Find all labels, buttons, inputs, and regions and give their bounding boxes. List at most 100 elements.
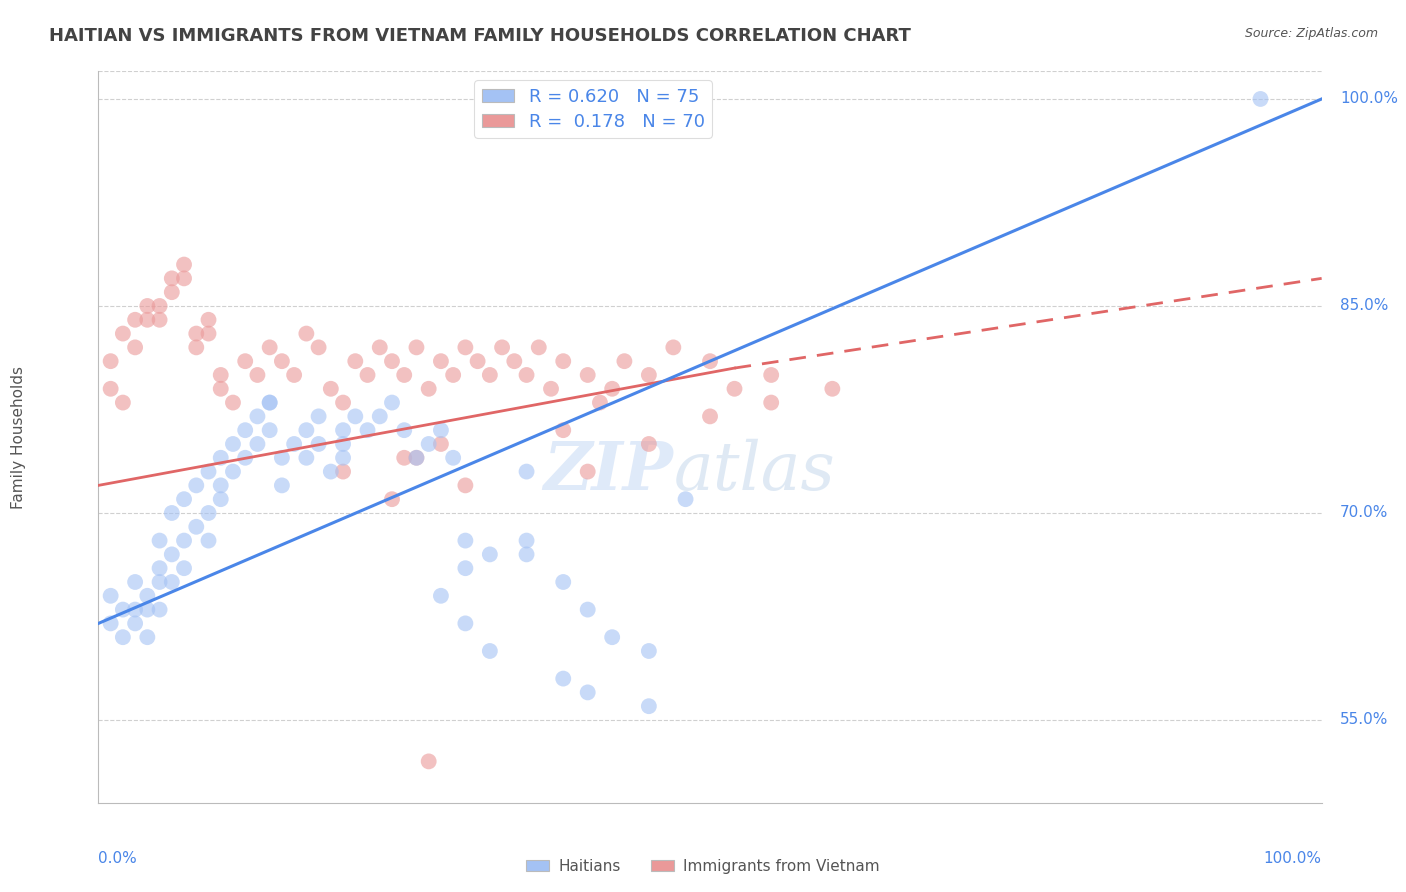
Point [100,616,122,631]
Point [295,450,318,465]
Point [600,630,623,644]
Point [136,589,159,603]
Point [527,340,550,354]
Point [111,630,134,644]
Point [430,437,453,451]
Point [111,395,134,409]
Point [344,409,367,424]
Point [160,271,183,285]
Point [308,437,330,451]
Point [662,340,685,354]
Point [209,450,232,465]
Point [111,602,134,616]
Point [478,644,501,658]
Point [136,630,159,644]
Point [637,699,661,714]
Point [356,368,378,382]
Point [454,340,477,354]
Point [197,326,219,341]
Point [160,506,183,520]
Text: ZIP: ZIP [544,439,673,504]
Point [516,368,538,382]
Point [100,382,122,396]
Point [723,382,745,396]
Point [173,533,195,548]
Point [233,423,256,437]
Point [454,561,477,575]
Point [576,602,599,616]
Point [233,354,256,368]
Point [124,340,146,354]
Point [136,602,159,616]
Point [259,395,281,409]
Point [197,533,219,548]
Point [381,354,404,368]
Point [173,561,195,575]
Text: 0.0%: 0.0% [98,851,138,866]
Point [332,450,354,465]
Point [295,423,318,437]
Point [356,423,378,437]
Text: 100.0%: 100.0% [1340,92,1398,106]
Point [430,423,453,437]
Point [553,672,575,686]
Point [576,685,599,699]
Point [136,312,159,326]
Point [259,340,281,354]
Point [259,395,281,409]
Point [637,368,661,382]
Point [160,548,183,562]
Point [222,437,245,451]
Legend: R = 0.620   N = 75, R =  0.178   N = 70: R = 0.620 N = 75, R = 0.178 N = 70 [474,80,711,138]
Point [600,382,623,396]
Point [197,465,219,479]
Point [589,395,612,409]
Point [149,533,172,548]
Point [516,533,538,548]
Point [186,520,208,534]
Point [405,340,427,354]
Point [160,285,183,300]
Point [478,368,501,382]
Point [283,368,305,382]
Point [149,602,172,616]
Point [149,574,172,589]
Point [246,437,269,451]
Point [392,368,416,382]
Point [418,437,440,451]
Point [699,354,721,368]
Text: 85.0%: 85.0% [1340,299,1388,313]
Point [173,271,195,285]
Point [430,354,453,368]
Point [308,409,330,424]
Point [516,465,538,479]
Point [392,450,416,465]
Text: Family Households: Family Households [11,366,27,508]
Text: 70.0%: 70.0% [1340,506,1388,521]
Point [332,437,354,451]
Point [761,368,783,382]
Point [637,437,661,451]
Point [430,589,453,603]
Point [197,506,219,520]
Point [368,340,391,354]
Point [246,409,269,424]
Point [295,326,318,341]
Point [441,450,464,465]
Point [222,395,245,409]
Point [761,395,783,409]
Point [186,478,208,492]
Text: atlas: atlas [673,439,835,504]
Point [405,450,427,465]
Point [454,533,477,548]
Point [186,340,208,354]
Point [308,340,330,354]
Point [149,299,172,313]
Text: HAITIAN VS IMMIGRANTS FROM VIETNAM FAMILY HOUSEHOLDS CORRELATION CHART: HAITIAN VS IMMIGRANTS FROM VIETNAM FAMIL… [49,27,911,45]
Point [197,312,219,326]
Point [576,465,599,479]
Point [405,450,427,465]
Point [467,354,489,368]
Point [1250,92,1272,106]
Point [637,644,661,658]
